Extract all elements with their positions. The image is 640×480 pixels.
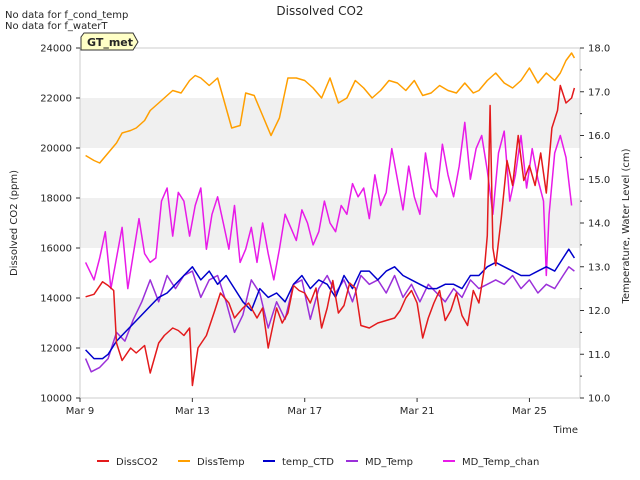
y-axis-right: 10.0 11.0 12.0 13.0 14.0 15.0 16.0 17.0 18.0 (580, 44, 610, 405)
legend-label-md-temp: MD_Temp (365, 457, 413, 468)
x-tick-label: Mar 17 (287, 406, 322, 417)
badge-box (80, 32, 139, 51)
y-axis-right-label: Temperature, Water Level (cm) (621, 148, 632, 304)
series-layer (84, 52, 576, 387)
series-line-dissco2 (85, 84, 576, 387)
y-right-tick-label: 10.0 (588, 394, 610, 405)
series-line-md-temp-chan (84, 121, 573, 290)
y-right-tick-label: 16.0 (588, 131, 610, 142)
x-axis: Mar 9 Mar 13 Mar 17 Mar 21 Mar 25 (66, 398, 547, 417)
badge-label: GT_met (87, 36, 133, 49)
plot-area (79, 47, 581, 399)
y-right-tick-label: 13.0 (588, 262, 610, 273)
x-tick-label: Mar 9 (66, 406, 94, 417)
y-right-tick-label: 11.0 (588, 350, 610, 361)
x-tick-label: Mar 13 (175, 406, 210, 417)
legend-label-temp-ctd: temp_CTD (282, 457, 334, 468)
no-data-note-1: No data for f_cond_temp (5, 10, 128, 21)
y-left-tick-label: 12000 (40, 344, 72, 355)
y-left-tick-label: 10000 (40, 394, 72, 405)
legend-label-disstemp: DissTemp (197, 457, 245, 468)
chart-title: Dissolved CO2 (276, 4, 363, 18)
y-left-tick-label: 16000 (40, 244, 72, 255)
x-axis-label: Time (553, 425, 578, 436)
y-left-tick-label: 18000 (40, 194, 72, 205)
x-tick-label: Mar 21 (400, 406, 435, 417)
legend-label-md-temp-chan: MD_Temp_chan (462, 457, 539, 468)
series-line-disstemp (85, 52, 576, 164)
legend: DissCO2 DissTemp temp_CTD MD_Temp MD_Temp_ch… (97, 457, 539, 468)
y-left-tick-label: 14000 (40, 294, 72, 305)
gt-met-badge: GT_met (80, 32, 139, 51)
x-tick-label: Mar 25 (512, 406, 547, 417)
y-left-tick-label: 20000 (40, 144, 72, 155)
y-right-tick-label: 17.0 (588, 87, 610, 98)
y-right-tick-label: 14.0 (588, 219, 610, 230)
no-data-note-2: No data for f_waterT (5, 21, 108, 32)
grid-bands (80, 98, 580, 348)
y-right-tick-label: 18.0 (588, 44, 610, 55)
y-right-tick-label: 15.0 (588, 175, 610, 186)
legend-label-dissco2: DissCO2 (116, 457, 158, 468)
y-axis-left-label: Dissolved CO2 (ppm) (9, 170, 20, 276)
y-left-tick-label: 24000 (40, 44, 72, 55)
y-right-tick-label: 12.0 (588, 306, 610, 317)
y-left-tick-label: 22000 (40, 94, 72, 105)
y-axis-left: 10000 12000 14000 16000 18000 20000 22000 24000 (40, 44, 80, 405)
grid-band (80, 98, 580, 148)
grid-band (80, 298, 580, 348)
